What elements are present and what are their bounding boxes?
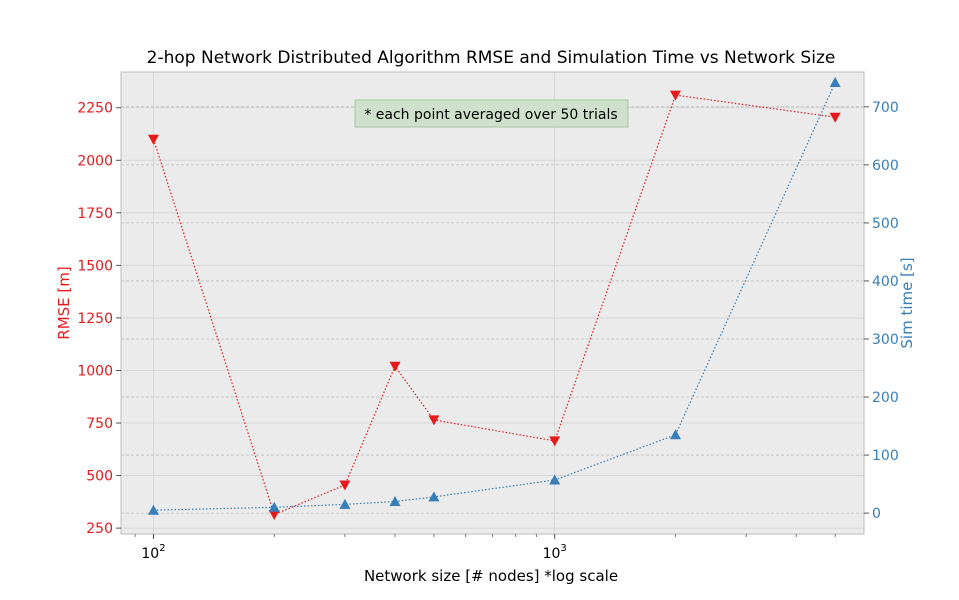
y-right-tick-label: 500 bbox=[872, 216, 899, 232]
y-left-tick-label: 250 bbox=[86, 521, 113, 537]
y-left-tick-label: 1500 bbox=[77, 258, 113, 274]
series-line-left bbox=[152, 94, 836, 516]
y-left-axis-label: RMSE [m] bbox=[55, 266, 73, 339]
y-left-tick-label: 2250 bbox=[77, 101, 113, 117]
data-point-left bbox=[549, 436, 561, 447]
y-right-tick-label: 300 bbox=[872, 332, 899, 348]
annotation-box: * each point averaged over 50 trials bbox=[354, 99, 629, 128]
chart-title: 2-hop Network Distributed Algorithm RMSE… bbox=[147, 48, 836, 68]
x-tick-exponent: 2 bbox=[159, 543, 165, 554]
series-layer bbox=[147, 76, 841, 520]
data-point-right bbox=[339, 498, 351, 509]
x-tick-label: 102 bbox=[141, 543, 165, 562]
data-point-right bbox=[669, 429, 681, 440]
data-point-left bbox=[268, 509, 280, 520]
y-right-tick-label: 200 bbox=[872, 390, 899, 406]
annotation-background bbox=[354, 99, 629, 128]
data-point-left bbox=[428, 415, 440, 426]
y-left-tick-label: 1000 bbox=[77, 363, 113, 379]
data-point-left bbox=[669, 90, 681, 101]
y-left-tick-label: 500 bbox=[86, 469, 113, 485]
plot-area bbox=[121, 72, 864, 534]
ticks: 102 103 250 500 750 1000 1250 1500 1750 2000 2250 0… bbox=[77, 100, 898, 562]
y-left-tick-label: 750 bbox=[86, 416, 113, 432]
y-right-tick-label: 600 bbox=[872, 158, 899, 174]
y-left-tick-label: 2000 bbox=[77, 153, 113, 169]
y-right-tick-label: 0 bbox=[872, 506, 881, 522]
data-point-right bbox=[268, 501, 280, 512]
annotation-text: * each point averaged over 50 trials bbox=[364, 107, 617, 123]
y-right-tick-label: 100 bbox=[872, 448, 899, 464]
y-right-tick-label: 700 bbox=[872, 100, 899, 116]
data-point-right bbox=[549, 474, 561, 485]
y-left-tick-label: 1250 bbox=[77, 311, 113, 327]
y-right-axis-label: Sim time [s] bbox=[898, 257, 916, 348]
y-left-tick-label: 1750 bbox=[77, 206, 113, 222]
data-point-right bbox=[829, 76, 841, 87]
y-right-tick-label: 400 bbox=[872, 274, 899, 290]
x-axis-label: Network size [# nodes] *log scale bbox=[364, 567, 618, 585]
data-point-left bbox=[829, 112, 841, 123]
data-point-right bbox=[389, 495, 401, 506]
data-point-left bbox=[339, 480, 351, 491]
data-point-right bbox=[428, 491, 440, 502]
data-point-left bbox=[389, 361, 401, 372]
x-tick-label: 103 bbox=[543, 543, 567, 562]
data-point-left bbox=[147, 134, 159, 145]
data-point-right bbox=[147, 504, 159, 515]
x-tick-exponent: 3 bbox=[560, 543, 566, 554]
